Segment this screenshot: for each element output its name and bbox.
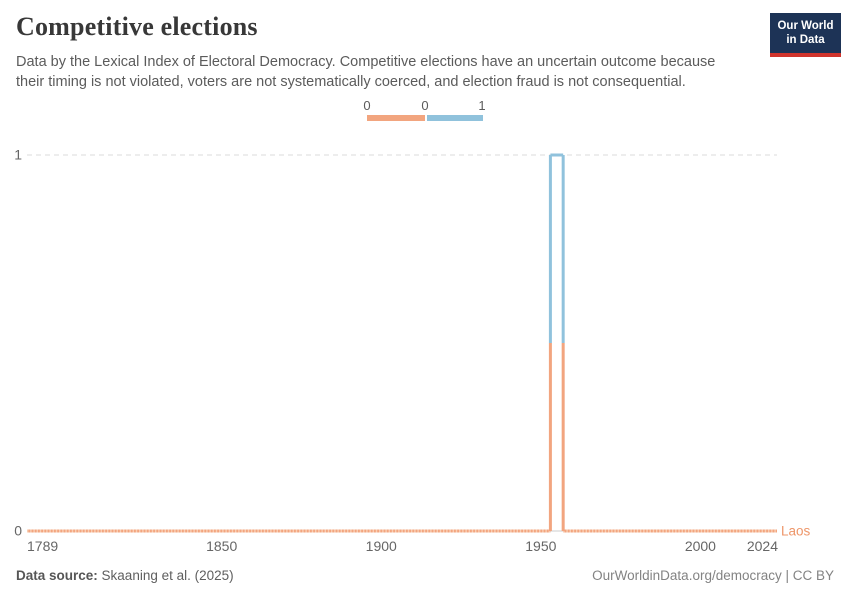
owid-logo[interactable]: Our World in Data xyxy=(770,13,841,57)
page-title: Competitive elections xyxy=(16,12,258,41)
x-axis-tick-label: 1900 xyxy=(366,538,397,554)
x-axis-tick-label: 1789 xyxy=(27,538,58,554)
attribution-link[interactable]: OurWorldinData.org/democracy | CC BY xyxy=(592,568,834,583)
owid-logo-box: Our World in Data xyxy=(770,13,841,53)
x-axis-tick-label: 2000 xyxy=(685,538,716,554)
x-axis-tick-label: 1850 xyxy=(206,538,237,554)
legend-edge-label: 0 xyxy=(363,98,371,113)
legend-edge-label: 1 xyxy=(478,98,486,113)
data-source-value: Skaaning et al. (2025) xyxy=(101,568,234,583)
entity-label-laos[interactable]: Laos xyxy=(781,524,811,539)
legend-bin-labels: 0 0 1 xyxy=(363,98,486,113)
legend-bar xyxy=(367,115,483,121)
legend-segment-1[interactable] xyxy=(427,115,483,121)
y-axis-tick-label: 1 xyxy=(14,147,22,163)
color-legend: 0 0 1 xyxy=(363,98,486,122)
owid-logo-line1: Our World xyxy=(777,20,834,32)
chart-subtitle: Data by the Lexical Index of Electoral D… xyxy=(16,54,716,90)
y-axis-tick-label: 0 xyxy=(14,523,22,539)
owid-logo-accent-bar xyxy=(770,52,841,57)
legend-segment-0[interactable] xyxy=(367,115,425,121)
data-source: Data source: Skaaning et al. (2025) xyxy=(16,568,234,583)
data-source-label: Data source: xyxy=(16,568,98,583)
legend-edge-label: 0 xyxy=(421,98,429,113)
owid-logo-line2: in Data xyxy=(786,34,825,47)
x-axis-tick-label: 2024 xyxy=(747,538,778,554)
x-axis-tick-label: 1950 xyxy=(525,538,556,554)
